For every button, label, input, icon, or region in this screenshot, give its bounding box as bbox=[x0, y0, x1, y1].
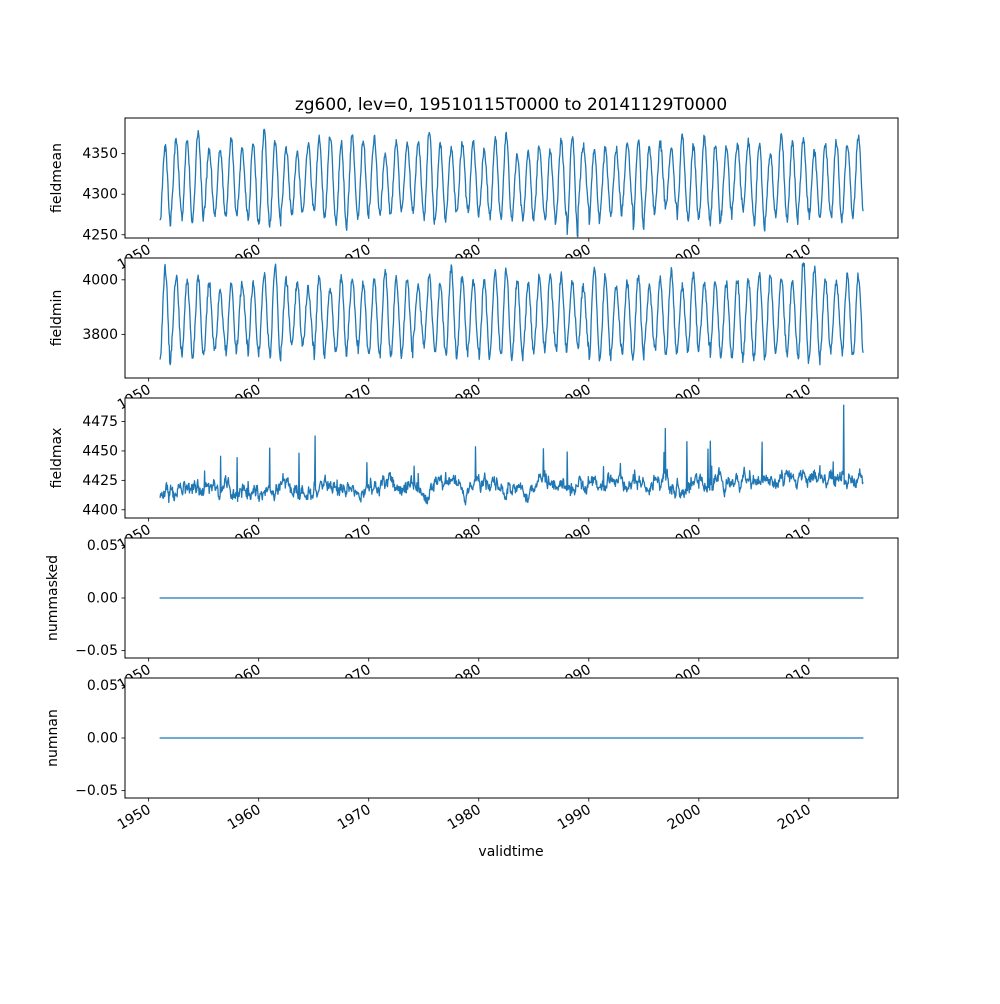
y-tick-label: 0.00 bbox=[87, 731, 118, 747]
subplots-group: 4250 4300 4350 1950 1960 1970 1980 1990 2000 2010… bbox=[75, 117, 899, 834]
subplot-numnan: −0.05 0.00 0.05 1950 1960 1970 1980 1990 2000 201… bbox=[75, 677, 899, 834]
y-tick-label: 4300 bbox=[82, 187, 118, 203]
y-axis-label-numnan: numnan bbox=[45, 709, 61, 767]
y-tick-label: 4425 bbox=[82, 473, 118, 489]
y-tick-label: 4475 bbox=[82, 414, 118, 430]
y-axis-label-fieldmean: fieldmean bbox=[49, 143, 65, 213]
y-tick-label: −0.05 bbox=[75, 643, 118, 659]
axis-frame bbox=[124, 397, 899, 519]
y-tick-label: 0.05 bbox=[87, 538, 118, 554]
y-tick-label: 0.00 bbox=[87, 591, 118, 607]
y-tick-label: 4000 bbox=[82, 272, 118, 288]
y-tick-label: 3800 bbox=[82, 327, 118, 343]
data-series-line bbox=[159, 404, 864, 506]
y-tick-label: 4450 bbox=[82, 443, 118, 459]
chart-title: zg600, lev=0, 19510115T0000 to 20141129T… bbox=[295, 95, 727, 115]
y-axis-label-fieldmax: fieldmax bbox=[49, 428, 65, 489]
x-tick-label: 1960 bbox=[225, 802, 264, 834]
x-tick-label: 2010 bbox=[775, 802, 814, 834]
x-tick-label: 1970 bbox=[335, 802, 374, 834]
axis-frame bbox=[124, 117, 899, 239]
y-axis-label-fieldmin: fieldmin bbox=[49, 290, 65, 347]
plot-area bbox=[125, 398, 898, 518]
data-series-line bbox=[159, 262, 864, 366]
x-tick-label: 1990 bbox=[555, 802, 594, 834]
y-tick-label: 4250 bbox=[82, 227, 118, 243]
y-tick-label: 0.05 bbox=[87, 678, 118, 694]
axis-frame bbox=[124, 257, 899, 379]
y-axis-label-nummasked: nummasked bbox=[45, 555, 61, 641]
y-tick-label: 4350 bbox=[82, 146, 118, 162]
x-tick-label: 2000 bbox=[665, 802, 704, 834]
x-tick-label: 1980 bbox=[445, 802, 484, 834]
x-axis-label: validtime bbox=[478, 844, 543, 860]
data-series-line bbox=[159, 128, 864, 238]
y-tick-label: 4400 bbox=[82, 502, 118, 518]
y-tick-label: −0.05 bbox=[75, 783, 118, 799]
x-tick-label: 1950 bbox=[115, 802, 154, 834]
